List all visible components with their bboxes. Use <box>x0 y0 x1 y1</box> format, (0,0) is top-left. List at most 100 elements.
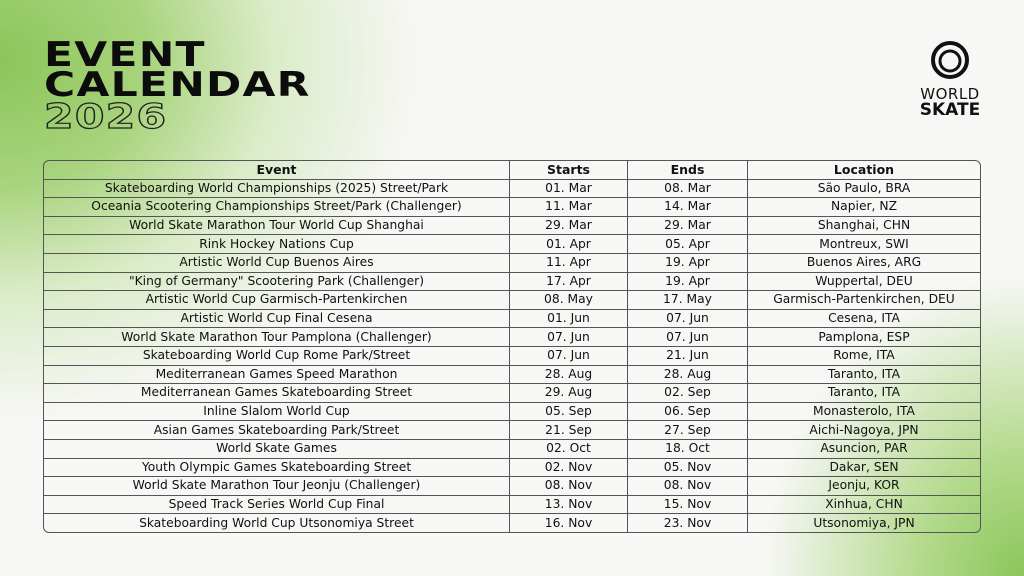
cell-location: Monasterolo, ITA <box>748 403 980 422</box>
cell-starts: 01. Jun <box>510 309 628 329</box>
cell-starts: 05. Sep <box>510 402 628 422</box>
table-row: World Skate Marathon Tour Pamplona (Chal… <box>44 328 980 347</box>
cell-event: World Skate Marathon Tour World Cup Shan… <box>44 216 510 236</box>
cell-event: Oceania Scootering Championships Street/… <box>44 198 510 217</box>
table-row: Skateboarding World Championships (2025)… <box>44 179 980 199</box>
cell-location: Garmisch-Partenkirchen, DEU <box>748 291 980 310</box>
table-row: World Skate Marathon Tour Jeonju (Challe… <box>44 477 980 496</box>
cell-event: Skateboarding World Cup Utsonomiya Stree… <box>44 514 510 532</box>
cell-ends: 05. Apr <box>628 235 748 254</box>
cell-starts: 21. Sep <box>510 421 628 440</box>
cell-location: Utsonomiya, JPN <box>813 515 915 530</box>
table-row: Oceania Scootering Championships Street/… <box>44 198 980 217</box>
cell-location: Taranto, ITA <box>748 366 980 385</box>
cell-ends: 18. Oct <box>628 439 748 459</box>
cell-ends: 23. Nov <box>628 514 748 532</box>
cell-event: Skateboarding World Cup Rome Park/Street <box>44 346 510 366</box>
cell-ends: 17. May <box>628 291 748 310</box>
table-row: Skateboarding World Cup Rome Park/Street… <box>44 346 980 366</box>
cell-event: Mediterranean Games Skateboarding Street <box>44 384 510 403</box>
world-skate-logo: WORLD SKATE <box>905 40 995 119</box>
cell-location: Taranto, ITA <box>748 384 980 403</box>
table-row: Inline Slalom World Cup 05. Sep 06. Sep Mon… <box>44 402 980 422</box>
table-row: Artistic World Cup Garmisch-Partenkirche… <box>44 291 980 310</box>
table-row: Youth Olympic Games Skateboarding Street… <box>44 458 980 478</box>
cell-ends: 06. Sep <box>628 402 748 422</box>
table-header-row: Event Starts Ends Location <box>44 161 980 180</box>
cell-location: Cesena, ITA <box>748 310 980 329</box>
cell-starts: 13. Nov <box>510 495 628 515</box>
cell-ends: 21. Jun <box>628 346 748 366</box>
cell-location: Montreux, SWI <box>748 235 980 254</box>
cell-ends: 02. Sep <box>628 384 748 403</box>
cell-starts: 07. Jun <box>510 346 628 366</box>
column-header-starts: Starts <box>510 161 628 180</box>
column-header-ends: Ends <box>628 161 748 180</box>
cell-location: Jeonju, KOR <box>748 477 980 496</box>
cell-location: Rome, ITA <box>748 347 980 366</box>
cell-event: Artistic World Cup Buenos Aires <box>44 253 510 273</box>
table-row: Mediterranean Games Speed Marathon 28. Au… <box>44 365 980 385</box>
column-header-event: Event <box>44 161 510 180</box>
cell-ends: 07. Jun <box>628 309 748 329</box>
logo-text-skate: SKATE <box>919 100 981 120</box>
cell-event: World Skate Marathon Tour Pamplona (Chal… <box>44 328 510 347</box>
cell-event: Speed Track Series World Cup Final <box>44 495 510 515</box>
cell-location: São Paulo, BRA <box>748 180 980 199</box>
cell-event: Rink Hockey Nations Cup <box>44 235 510 254</box>
cell-ends: 08. Mar <box>628 179 748 199</box>
cell-ends: 08. Nov <box>628 477 748 496</box>
cell-starts: 29. Mar <box>510 216 628 236</box>
cell-starts: 29. Aug <box>510 384 628 403</box>
cell-starts: 02. Nov <box>510 458 628 478</box>
cell-starts: 01. Apr <box>510 235 628 254</box>
cell-starts: 01. Mar <box>510 179 628 199</box>
cell-event: Inline Slalom World Cup <box>44 402 510 422</box>
cell-event: Artistic World Cup Final Cesena <box>44 309 510 329</box>
cell-ends: 07. Jun <box>628 328 748 347</box>
cell-event: Asian Games Skateboarding Park/Street <box>44 421 510 440</box>
cell-location: Wuppertal, DEU <box>748 273 980 292</box>
cell-starts: 16. Nov <box>510 514 628 532</box>
page-title: EVENT CALENDAR <box>44 35 311 105</box>
cell-event: World Skate Games <box>44 439 510 459</box>
cell-ends: 14. Mar <box>628 198 748 217</box>
cell-location: Xinhua, CHN <box>748 496 980 515</box>
table-row: "King of Germany" Scootering Park (Chall… <box>44 272 980 292</box>
table-row: Speed Track Series World Cup Final 13. No… <box>44 495 980 515</box>
cell-ends: 27. Sep <box>628 421 748 440</box>
event-table: Event Starts Ends Location Skateboarding Wo… <box>43 160 981 533</box>
cell-starts: 08. May <box>510 291 628 310</box>
table-row: Rink Hockey Nations Cup 01. Apr 05. Apr Mon… <box>44 235 980 254</box>
table-row: Artistic World Cup Final Cesena 01. Jun 07… <box>44 309 980 329</box>
title-line-1: EVENT <box>44 35 206 75</box>
cell-event: World Skate Marathon Tour Jeonju (Challe… <box>44 477 510 496</box>
cell-starts: 28. Aug <box>510 365 628 385</box>
cell-starts: 08. Nov <box>510 477 628 496</box>
cell-ends: 19. Apr <box>628 272 748 292</box>
title-line-2: CALENDAR <box>44 65 311 105</box>
table-row: Mediterranean Games Skateboarding Street… <box>44 384 980 403</box>
cell-starts: 02. Oct <box>510 439 628 459</box>
table-row: World Skate Marathon Tour World Cup Shan… <box>44 216 980 236</box>
cell-event: Artistic World Cup Garmisch-Partenkirche… <box>44 291 510 310</box>
cell-event: Mediterranean Games Speed Marathon <box>44 365 510 385</box>
table-row: Skateboarding World Cup Utsonomiya Stree… <box>44 514 980 532</box>
cell-event: "King of Germany" Scootering Park (Chall… <box>44 272 510 292</box>
cell-location: Dakar, SEN <box>748 459 980 478</box>
cell-location: Buenos Aires, ARG <box>748 254 980 273</box>
logo-text-world: WORLD <box>920 85 980 103</box>
cell-event: Youth Olympic Games Skateboarding Street <box>44 458 510 478</box>
table-row: Artistic World Cup Buenos Aires 11. Apr 19… <box>44 253 980 273</box>
table-row: World Skate Games 02. Oct 18. Oct Asuncion,… <box>44 439 980 459</box>
column-header-location: Location <box>748 161 980 180</box>
cell-location: Pamplona, ESP <box>748 328 980 347</box>
swirl-logo-icon <box>931 41 969 79</box>
cell-location: Aichi-Nagoya, JPN <box>748 421 980 440</box>
cell-starts: 11. Apr <box>510 253 628 273</box>
cell-ends: 28. Aug <box>628 365 748 385</box>
cell-starts: 11. Mar <box>510 198 628 217</box>
cell-ends: 05. Nov <box>628 458 748 478</box>
cell-location: Asuncion, PAR <box>748 440 980 459</box>
cell-location: Shanghai, CHN <box>748 217 980 236</box>
